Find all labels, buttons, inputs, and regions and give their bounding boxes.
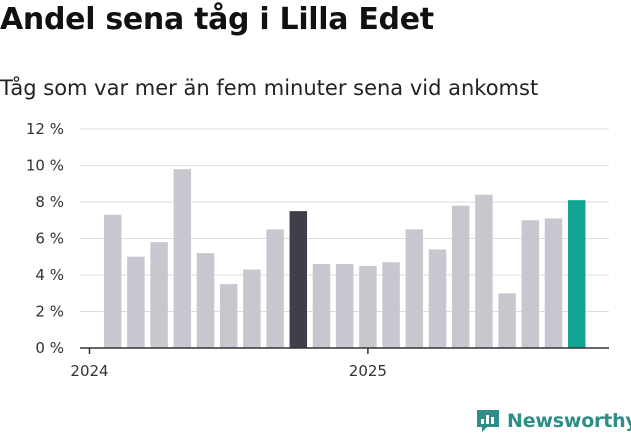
bar-2024-02 — [103, 214, 122, 348]
bar-2024-06 — [196, 253, 215, 348]
y-tick-label: 6 % — [35, 230, 64, 248]
bar-2025-08 — [521, 220, 540, 348]
bar-2024-09 — [266, 229, 284, 348]
bar-2024-10 — [289, 211, 308, 348]
bar-2025-03 — [405, 229, 424, 348]
x-axis — [80, 347, 609, 354]
bar-2024-05 — [173, 169, 192, 348]
y-tick-label: 0 % — [35, 339, 64, 357]
x-tick-label: 2024 — [70, 362, 108, 380]
bars — [103, 169, 586, 348]
x-tick-label: 2025 — [349, 362, 387, 380]
bar-2024-11 — [312, 264, 331, 348]
bar-2024-03 — [127, 256, 145, 348]
y-tick-label: 4 % — [35, 266, 64, 284]
chart-subtitle: Tåg som var mer än fem minuter sena vid … — [0, 76, 539, 100]
bar-2024-04 — [150, 242, 168, 348]
bar-2025-06 — [475, 194, 493, 348]
bar-2025-10 — [567, 200, 586, 348]
y-tick-label: 8 % — [35, 193, 64, 211]
newsworthy-logo: Newsworthy — [475, 408, 631, 434]
y-tick-label: 10 % — [26, 157, 64, 175]
bar-2025-01 — [359, 265, 377, 348]
newsworthy-chart-icon — [477, 410, 499, 432]
bar-2025-07 — [498, 293, 516, 348]
brand-name: Newsworthy — [507, 410, 631, 432]
x-axis-tick-labels: 2024 2025 — [70, 362, 387, 380]
bar-2025-09 — [544, 218, 563, 348]
y-tick-label: 12 % — [26, 120, 64, 138]
bar-2024-12 — [335, 264, 354, 348]
y-tick-label: 2 % — [35, 303, 64, 321]
bar-2025-05 — [451, 205, 470, 348]
bar-2024-07 — [219, 284, 238, 348]
chart-title: Andel sena tåg i Lilla Edet — [0, 2, 434, 37]
bar-2025-04 — [428, 249, 447, 348]
bar-2025-02 — [382, 262, 400, 348]
bar-2024-08 — [243, 269, 261, 348]
y-axis-tick-labels: 0 % 2 % 4 % 6 % 8 % 10 % 12 % — [26, 120, 64, 357]
